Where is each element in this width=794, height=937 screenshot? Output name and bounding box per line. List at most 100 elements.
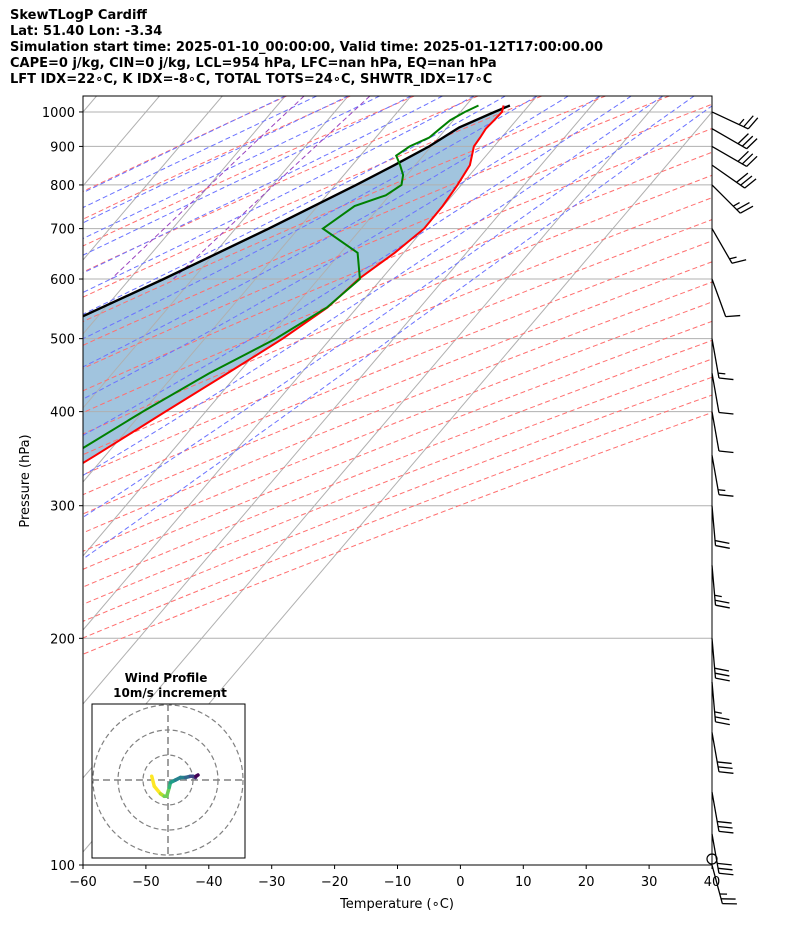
wind-barb-flag bbox=[717, 761, 732, 765]
wind-barb-flag bbox=[718, 450, 734, 454]
dry-adiabat bbox=[83, 197, 712, 456]
y-tick-label: 1000 bbox=[42, 106, 75, 121]
wind-barb bbox=[711, 164, 757, 189]
wind-barb bbox=[711, 411, 734, 454]
x-tick-label: 10 bbox=[515, 875, 532, 890]
wind-barb-flag bbox=[725, 314, 741, 318]
wind-barb-flag bbox=[717, 820, 732, 824]
wind-barb-flag bbox=[718, 377, 734, 381]
wind-barb bbox=[711, 638, 730, 682]
wind-barb bbox=[711, 372, 734, 415]
wind-barb bbox=[711, 128, 758, 150]
moist-adiabat bbox=[83, 96, 412, 256]
wind-barb-flag bbox=[718, 771, 734, 774]
wind-barb-flag bbox=[714, 594, 722, 598]
wind-barb-flag bbox=[718, 411, 734, 415]
x-tick-label: −40 bbox=[195, 875, 222, 890]
moist-adiabat bbox=[83, 96, 317, 209]
dry-adiabat bbox=[83, 376, 712, 622]
title-line-5: LFT IDX=22∘C, K IDX=-8∘C, TOTAL TOTS=24∘… bbox=[10, 72, 493, 87]
wind-barb-flag bbox=[714, 539, 730, 544]
moist-adiabat bbox=[83, 96, 286, 194]
wind-barb-staff bbox=[711, 278, 727, 317]
moist-adiabat bbox=[83, 105, 712, 560]
x-tick-label: −50 bbox=[132, 875, 159, 890]
wind-barb-flag bbox=[718, 766, 733, 770]
wind-barb-staff bbox=[711, 791, 720, 832]
wind-barb-flag bbox=[715, 604, 730, 609]
isotherm-line bbox=[83, 96, 97, 113]
dry-adiabat bbox=[83, 412, 712, 655]
wind-barb-flag bbox=[746, 155, 758, 167]
wind-barb bbox=[711, 833, 734, 876]
wind-barb-flag bbox=[747, 117, 759, 130]
y-tick-label: 300 bbox=[50, 500, 75, 515]
wind-barb-flag bbox=[729, 256, 737, 260]
mixing-ratio-line bbox=[173, 96, 371, 280]
y-tick-label: 100 bbox=[50, 859, 75, 874]
wind-barb-flag bbox=[715, 721, 730, 726]
wind-barb-flag bbox=[714, 672, 730, 677]
wind-barb-flag bbox=[741, 153, 754, 165]
isotherm-line bbox=[83, 96, 349, 409]
moist-adiabat bbox=[83, 96, 632, 437]
wind-barb-flag bbox=[714, 716, 730, 721]
wind-barb-flag bbox=[714, 711, 722, 714]
title-line-4: CAPE=0 j/kg, CIN=0 j/kg, LCL=954 hPa, LF… bbox=[10, 56, 497, 71]
dry-adiabat bbox=[83, 261, 712, 515]
wind-barb bbox=[711, 145, 758, 167]
dry-adiabat bbox=[83, 96, 606, 323]
hodograph-subtitle: 10m/s increment bbox=[113, 686, 227, 700]
wind-barb-flag bbox=[741, 135, 754, 147]
isotherm-line bbox=[83, 96, 223, 261]
moist-adiabat bbox=[83, 96, 380, 240]
wind-barb-flag bbox=[736, 172, 749, 183]
y-axis-label: Pressure (hPa) bbox=[18, 434, 33, 527]
wind-barb-staff bbox=[711, 338, 720, 379]
isotherm-line bbox=[83, 96, 475, 557]
wind-barb bbox=[711, 791, 734, 834]
wind-barb-flag bbox=[737, 133, 749, 145]
moist-adiabat bbox=[83, 96, 601, 400]
wind-barb-staff bbox=[711, 111, 749, 130]
dry-adiabat bbox=[83, 96, 351, 220]
dry-adiabat bbox=[83, 96, 415, 247]
moist-adiabat bbox=[83, 96, 506, 315]
wind-barb-flag bbox=[718, 830, 734, 834]
y-tick-label: 500 bbox=[50, 333, 75, 348]
dry-adiabat bbox=[83, 339, 712, 588]
wind-barb-staff bbox=[711, 833, 720, 874]
wind-barb-staff bbox=[711, 565, 717, 606]
wind-barb-staff bbox=[711, 228, 733, 264]
dry-adiabat bbox=[83, 103, 712, 369]
x-tick-label: −60 bbox=[69, 875, 96, 890]
hodograph-title: Wind Profile bbox=[125, 671, 208, 685]
wind-barb bbox=[711, 278, 741, 318]
wind-barb-flag bbox=[731, 259, 747, 264]
wind-barb-staff bbox=[711, 864, 723, 904]
mixing-ratio-line bbox=[110, 96, 305, 280]
isotherm-line bbox=[83, 96, 286, 335]
wind-barb-flag bbox=[718, 372, 726, 375]
dry-adiabat bbox=[83, 96, 542, 298]
wind-barb-staff bbox=[711, 128, 747, 150]
wind-barb bbox=[711, 111, 759, 130]
x-axis-label: Temperature (∘C) bbox=[339, 897, 454, 912]
wind-barb-flag bbox=[715, 544, 730, 549]
wind-barb-flag bbox=[736, 202, 750, 211]
moist-adiabat bbox=[83, 96, 695, 518]
wind-barb bbox=[711, 565, 730, 609]
moist-adiabat bbox=[83, 96, 349, 224]
wind-barb bbox=[711, 228, 747, 264]
wind-barb-flag bbox=[715, 677, 730, 682]
wind-barb bbox=[711, 338, 734, 381]
wind-barb bbox=[711, 505, 730, 549]
x-tick-label: 0 bbox=[456, 875, 464, 890]
dry-adiabat bbox=[83, 151, 712, 414]
moist-adiabat bbox=[83, 96, 538, 340]
wind-barb-staff bbox=[711, 184, 741, 214]
wind-barb bbox=[711, 732, 734, 774]
y-tick-label: 400 bbox=[50, 406, 75, 421]
wind-barb-staff bbox=[711, 145, 747, 167]
